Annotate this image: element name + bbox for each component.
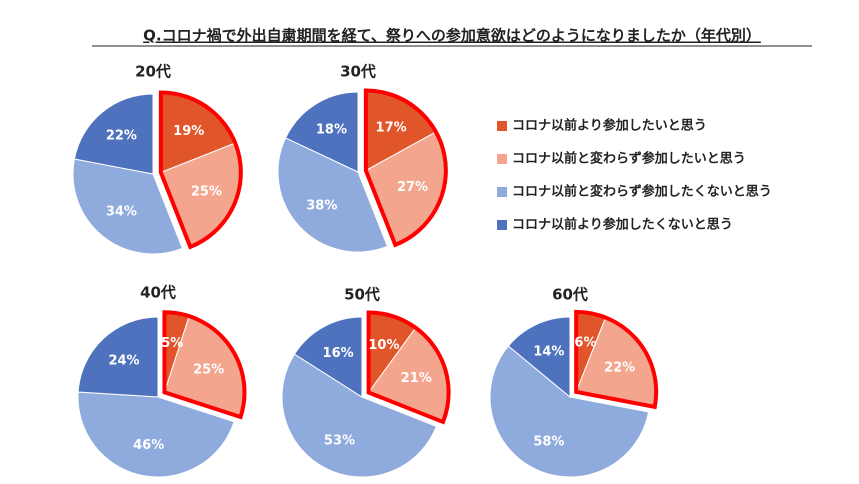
data-label: 18% [316,123,347,138]
data-label: 22% [604,361,635,376]
data-label: 24% [108,353,139,368]
pie-slice [72,158,184,255]
pie-slice [507,316,571,399]
data-label: 34% [106,205,137,220]
data-label: 17% [376,120,407,135]
data-label: 53% [324,434,355,449]
legend-label: コロナ以前より参加したくないと思う [512,217,733,233]
legend-swatch [497,121,507,131]
pie-slice [77,316,159,398]
pie-slice [489,345,650,478]
data-label: 5% [161,336,183,351]
legend-swatch [497,220,507,230]
chart-title: Q.コロナ禍で外出自粛期間を経て、祭りへの参加意欲はどのようになりましたか（年代… [143,27,761,45]
pie-slice [281,353,438,478]
highlight-outline [158,90,243,250]
legend-label: コロナ以前と変わらず参加したいと思う [512,151,746,167]
pie-title: 50代 [344,286,380,304]
data-label: 10% [368,338,399,353]
legend-label: コロナ以前と変わらず参加したくないと思う [512,184,772,200]
data-label: 38% [306,198,337,213]
pie-slice [293,316,363,398]
legend-swatch [497,154,507,164]
data-label: 58% [533,434,564,449]
pie-slice [77,391,235,478]
data-label: 46% [133,438,164,453]
pie-title: 20代 [135,63,171,81]
highlight-outline [366,310,451,425]
pie-title: 40代 [140,284,176,302]
data-label: 25% [191,185,222,200]
highlight-outline [162,310,247,420]
pie-slice [73,93,154,175]
legend-swatch [497,187,507,197]
highlight-outline [574,309,659,410]
data-label: 16% [323,346,354,361]
pie-slice [277,137,389,253]
data-label: 22% [106,128,137,143]
data-label: 21% [401,371,432,386]
data-label: 6% [574,336,596,351]
pie-title: 60代 [552,286,588,304]
data-label: 27% [397,180,428,195]
pie-title: 30代 [340,63,376,81]
highlight-outline [363,88,448,248]
data-label: 14% [533,345,564,360]
data-label: 19% [173,124,204,139]
pie-slice [284,91,359,173]
legend-label: コロナ以前より参加したいと思う [512,118,707,134]
data-label: 25% [193,362,224,377]
